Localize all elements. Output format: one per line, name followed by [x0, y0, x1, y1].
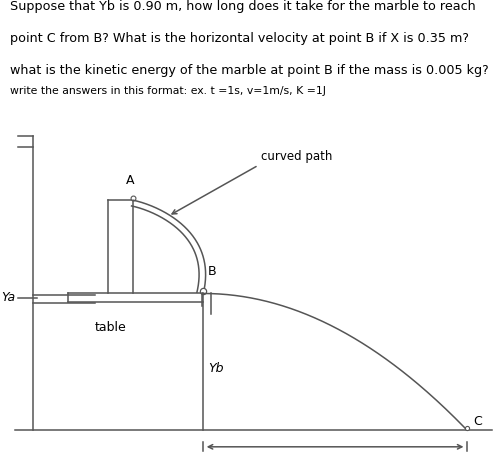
Text: point C from B? What is the horizontal velocity at point B if X is 0.35 m?: point C from B? What is the horizontal v… [10, 32, 468, 45]
Text: Ya: Ya [1, 291, 15, 304]
Text: curved path: curved path [261, 151, 332, 163]
Text: C: C [472, 415, 480, 428]
Text: Suppose that Yb is 0.90 m, how long does it take for the marble to reach: Suppose that Yb is 0.90 m, how long does… [10, 0, 475, 13]
Text: Yb: Yb [208, 362, 223, 375]
Text: table: table [94, 321, 126, 334]
Text: B: B [207, 264, 215, 278]
Text: write the answers in this format: ex. t =1s, v=1m/s, K =1J: write the answers in this format: ex. t … [10, 86, 325, 96]
Text: A: A [126, 174, 134, 187]
Text: what is the kinetic energy of the marble at point B if the mass is 0.005 kg?: what is the kinetic energy of the marble… [10, 64, 488, 77]
